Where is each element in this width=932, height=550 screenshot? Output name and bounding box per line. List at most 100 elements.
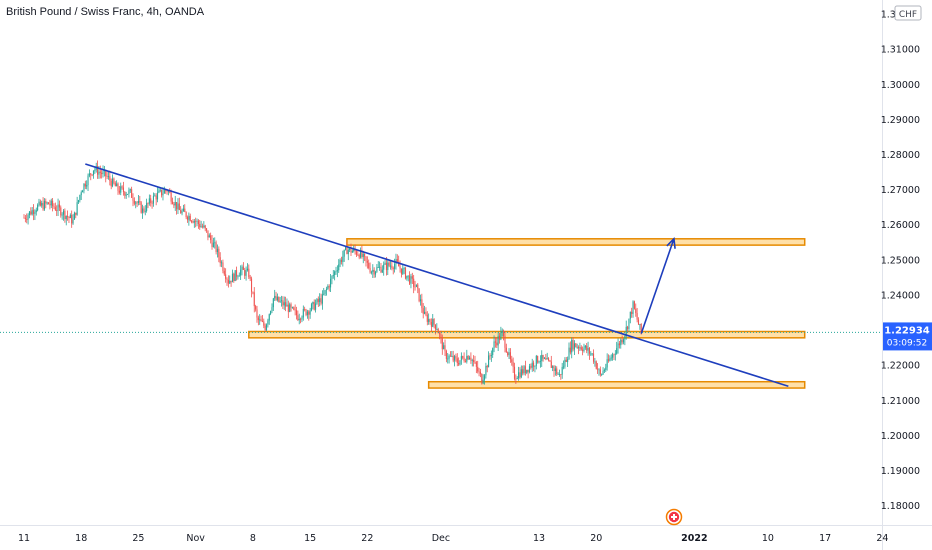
candle[interactable] — [474, 355, 476, 364]
candle[interactable] — [407, 275, 409, 282]
candle[interactable] — [250, 276, 253, 298]
candle[interactable] — [260, 315, 262, 322]
candle[interactable] — [473, 355, 475, 367]
candle[interactable] — [599, 366, 601, 377]
candle[interactable] — [359, 247, 362, 259]
candle[interactable] — [264, 323, 266, 332]
candle[interactable] — [174, 195, 176, 211]
candle[interactable] — [398, 255, 400, 267]
candle[interactable] — [244, 267, 246, 279]
candle[interactable] — [534, 365, 536, 373]
candle[interactable] — [387, 260, 389, 275]
candle[interactable] — [162, 187, 164, 201]
candle[interactable] — [535, 354, 537, 370]
candle[interactable] — [125, 191, 127, 199]
candle[interactable] — [527, 369, 529, 379]
candle[interactable] — [338, 259, 340, 273]
candle[interactable] — [519, 367, 521, 380]
candle[interactable] — [445, 349, 447, 363]
candle[interactable] — [373, 267, 375, 278]
candle[interactable] — [422, 303, 424, 319]
candle[interactable] — [550, 355, 552, 368]
candle[interactable] — [631, 307, 633, 318]
candle[interactable] — [421, 293, 423, 313]
candle[interactable] — [567, 356, 569, 367]
candle[interactable] — [564, 357, 566, 369]
candle[interactable] — [196, 218, 198, 227]
candle[interactable] — [54, 202, 56, 212]
candle[interactable] — [419, 294, 422, 306]
candle[interactable] — [543, 356, 546, 360]
candle[interactable] — [402, 264, 404, 275]
candle[interactable] — [509, 348, 511, 363]
candle[interactable] — [466, 349, 468, 364]
candle[interactable] — [24, 215, 26, 223]
candle[interactable] — [170, 189, 172, 205]
candle[interactable] — [203, 221, 205, 229]
candle[interactable] — [184, 204, 186, 213]
candle[interactable] — [429, 318, 431, 325]
candle[interactable] — [38, 198, 40, 207]
candle[interactable] — [90, 172, 92, 181]
candle[interactable] — [106, 172, 108, 180]
candle[interactable] — [330, 274, 332, 293]
candle[interactable] — [635, 303, 637, 317]
candle[interactable] — [47, 201, 50, 205]
candle[interactable] — [343, 249, 345, 262]
candle[interactable] — [494, 336, 496, 348]
candle[interactable] — [334, 270, 336, 281]
candle[interactable] — [595, 360, 597, 370]
candle[interactable] — [275, 291, 277, 301]
candle[interactable] — [26, 213, 28, 224]
candle[interactable] — [57, 198, 59, 217]
candle[interactable] — [272, 297, 274, 311]
projection-arrow[interactable] — [640, 237, 676, 334]
candle[interactable] — [87, 173, 89, 191]
candle[interactable] — [233, 272, 235, 283]
candle[interactable] — [118, 186, 120, 195]
candle[interactable] — [629, 311, 631, 324]
candle[interactable] — [268, 313, 270, 325]
candle[interactable] — [181, 208, 183, 216]
candle[interactable] — [516, 376, 518, 380]
candle[interactable] — [609, 355, 611, 362]
candle[interactable] — [113, 177, 115, 185]
candle[interactable] — [539, 355, 541, 368]
candle[interactable] — [219, 252, 221, 267]
candle[interactable] — [537, 355, 539, 364]
candle[interactable] — [135, 201, 137, 209]
candle[interactable] — [86, 180, 88, 190]
candle[interactable] — [358, 253, 360, 260]
candle[interactable] — [226, 277, 228, 286]
support-resistance-zones[interactable] — [248, 238, 806, 389]
candle[interactable] — [189, 213, 191, 222]
candle[interactable] — [154, 193, 156, 197]
candle[interactable] — [195, 217, 197, 228]
candle[interactable] — [306, 309, 308, 319]
candle[interactable] — [23, 214, 25, 219]
candle[interactable] — [374, 270, 377, 278]
candle[interactable] — [279, 296, 281, 304]
candle[interactable] — [248, 264, 250, 279]
candle[interactable] — [538, 360, 540, 364]
candle[interactable] — [448, 354, 450, 364]
candle[interactable] — [42, 197, 44, 211]
candle[interactable] — [568, 342, 570, 360]
candle[interactable] — [403, 266, 405, 275]
candle[interactable] — [436, 323, 438, 331]
candle[interactable] — [246, 263, 248, 272]
candle[interactable] — [430, 318, 432, 332]
candle[interactable] — [316, 297, 318, 305]
candle[interactable] — [622, 338, 625, 345]
candle[interactable] — [192, 219, 194, 224]
candle[interactable] — [139, 195, 141, 206]
candle[interactable] — [602, 367, 604, 376]
candle[interactable] — [99, 165, 101, 179]
candle[interactable] — [413, 274, 415, 294]
candle[interactable] — [319, 293, 321, 307]
candle[interactable] — [575, 342, 577, 348]
candle[interactable] — [576, 343, 578, 349]
candle[interactable] — [565, 356, 567, 363]
candle[interactable] — [583, 343, 585, 353]
candle[interactable] — [56, 205, 58, 217]
